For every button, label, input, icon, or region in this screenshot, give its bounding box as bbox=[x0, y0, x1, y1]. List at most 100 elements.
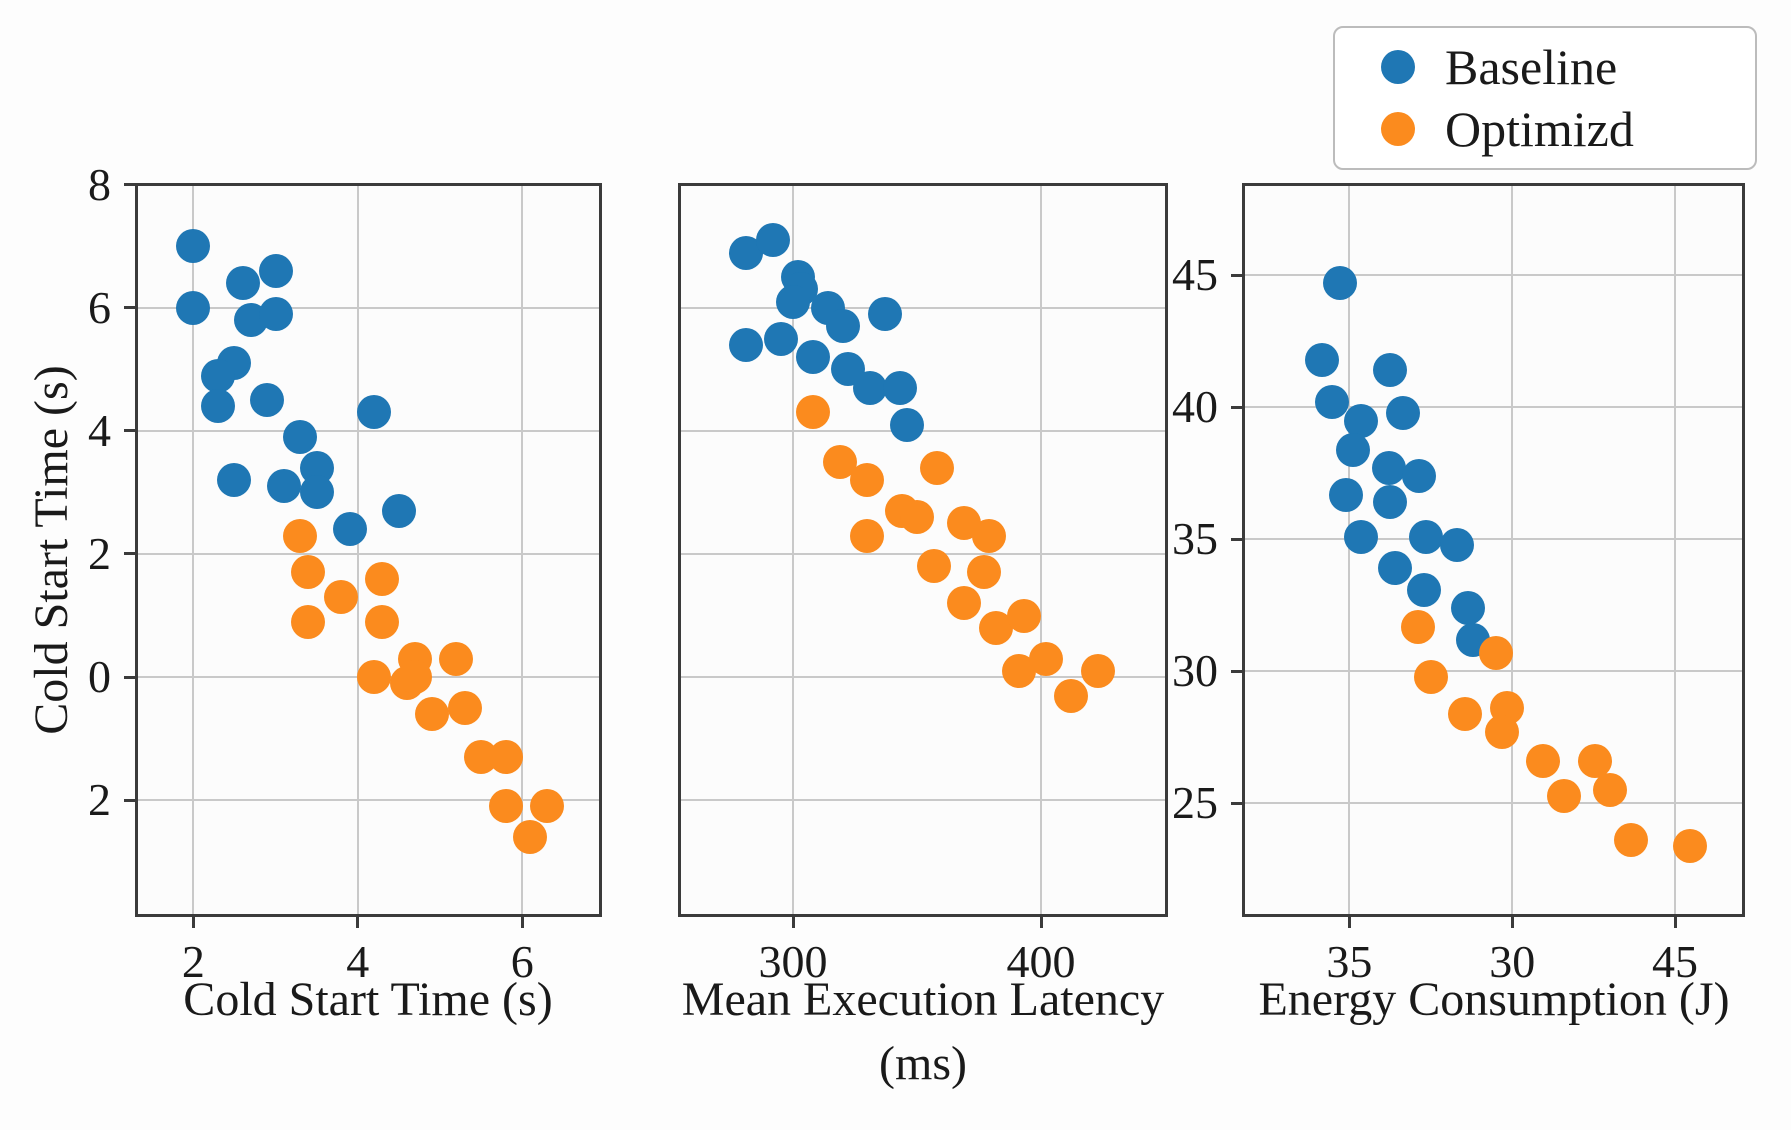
y-tick-label: 2 bbox=[88, 774, 111, 826]
x-gridline bbox=[1040, 186, 1043, 914]
subplot-latency bbox=[678, 183, 1168, 917]
legend: Baseline Optimizd bbox=[1333, 26, 1757, 170]
data-point-optimizd bbox=[1006, 598, 1041, 633]
y-gridline bbox=[681, 429, 1165, 432]
x-tick-mark bbox=[1347, 917, 1351, 928]
data-point-baseline bbox=[852, 370, 887, 405]
y-tick-label: 25 bbox=[1172, 777, 1218, 829]
data-point-optimizd bbox=[488, 789, 523, 824]
data-point-optimizd bbox=[291, 604, 326, 639]
y-tick-mark bbox=[124, 429, 135, 433]
data-point-baseline bbox=[258, 253, 293, 288]
y-gridline bbox=[138, 429, 599, 432]
data-point-baseline bbox=[1386, 395, 1421, 430]
y-tick-label: 40 bbox=[1172, 381, 1218, 433]
data-point-optimizd bbox=[850, 518, 885, 553]
y-gridline bbox=[1245, 670, 1742, 673]
data-point-optimizd bbox=[1485, 715, 1520, 750]
data-point-baseline bbox=[756, 223, 791, 258]
y-tick-label: 2 bbox=[88, 527, 111, 579]
data-point-optimizd bbox=[1081, 653, 1116, 688]
data-point-baseline bbox=[201, 358, 236, 393]
data-point-baseline bbox=[225, 266, 260, 301]
x-tick-label: 45 bbox=[1652, 936, 1698, 987]
data-point-baseline bbox=[763, 321, 798, 356]
x-axis-label-latency: Mean Execution Latency bbox=[681, 973, 1165, 1026]
y-tick-mark bbox=[1231, 669, 1242, 673]
data-point-optimizd bbox=[850, 463, 885, 498]
y-gridline bbox=[138, 552, 599, 555]
x-axis-label-energy: Energy Consumption (J) bbox=[1258, 973, 1730, 1026]
data-point-baseline bbox=[266, 469, 301, 504]
x-tick-mark bbox=[791, 917, 795, 928]
data-point-optimizd bbox=[947, 586, 982, 621]
data-point-optimizd bbox=[1592, 773, 1627, 808]
y-tick-label: 8 bbox=[88, 158, 111, 210]
data-point-baseline bbox=[217, 463, 252, 498]
x-tick-mark bbox=[191, 917, 195, 928]
data-point-baseline bbox=[776, 284, 811, 319]
data-point-baseline bbox=[882, 370, 917, 405]
x-gridline bbox=[356, 186, 359, 914]
data-point-optimizd bbox=[488, 740, 523, 775]
x-tick-label: 2 bbox=[181, 936, 205, 987]
y-tick-mark bbox=[124, 306, 135, 310]
data-point-optimizd bbox=[1448, 696, 1482, 731]
y-tick-mark bbox=[124, 675, 135, 679]
data-point-baseline bbox=[283, 420, 318, 455]
x-gridline bbox=[1511, 186, 1514, 914]
y-gridline bbox=[1245, 538, 1742, 541]
data-point-optimizd bbox=[917, 549, 952, 584]
data-point-optimizd bbox=[1672, 828, 1707, 863]
data-point-optimizd bbox=[1400, 609, 1435, 644]
x-tick-mark bbox=[1039, 917, 1043, 928]
data-point-optimizd bbox=[439, 641, 474, 676]
data-point-optimizd bbox=[919, 450, 954, 485]
x-tick-label: 300 bbox=[758, 936, 828, 987]
data-point-optimizd bbox=[513, 820, 548, 855]
data-point-baseline bbox=[250, 383, 285, 418]
data-point-baseline bbox=[1335, 432, 1370, 467]
data-point-optimizd bbox=[1578, 744, 1613, 779]
baseline-marker-icon bbox=[1381, 50, 1415, 84]
y-tick-label: 30 bbox=[1172, 645, 1218, 697]
data-point-optimizd bbox=[283, 518, 318, 553]
data-point-baseline bbox=[381, 493, 416, 528]
data-point-baseline bbox=[201, 389, 236, 424]
data-point-baseline bbox=[1322, 266, 1357, 301]
data-point-baseline bbox=[1329, 477, 1364, 512]
y-tick-mark bbox=[1231, 273, 1242, 277]
y-gridline bbox=[1245, 274, 1742, 277]
y-gridline bbox=[138, 306, 599, 309]
optimizd-marker-icon bbox=[1381, 112, 1415, 146]
data-point-baseline bbox=[1314, 385, 1349, 420]
legend-label-optimizd: Optimizd bbox=[1445, 101, 1634, 157]
data-point-optimizd bbox=[1028, 641, 1063, 676]
y-tick-label: 35 bbox=[1172, 513, 1218, 565]
data-point-baseline bbox=[1402, 459, 1437, 494]
subplot-cold-start bbox=[135, 183, 602, 917]
data-point-optimizd bbox=[398, 660, 433, 695]
x-tick-label: 6 bbox=[510, 936, 534, 987]
y-gridline bbox=[681, 799, 1165, 802]
data-point-baseline bbox=[795, 340, 830, 375]
x-tick-label: 35 bbox=[1326, 936, 1373, 987]
data-point-baseline bbox=[1408, 519, 1443, 554]
x-tick-label: 400 bbox=[1006, 936, 1076, 987]
data-point-optimizd bbox=[900, 500, 935, 535]
data-point-optimizd bbox=[1478, 635, 1513, 670]
data-point-optimizd bbox=[971, 518, 1006, 553]
data-point-baseline bbox=[299, 475, 334, 510]
data-point-baseline bbox=[728, 327, 763, 362]
y-gridline bbox=[681, 676, 1165, 679]
legend-item-optimizd: Optimizd bbox=[1335, 104, 1755, 154]
data-point-baseline bbox=[1304, 342, 1339, 377]
data-point-baseline bbox=[1407, 572, 1442, 607]
data-point-optimizd bbox=[291, 555, 326, 590]
data-point-optimizd bbox=[795, 395, 830, 430]
data-point-baseline bbox=[357, 395, 392, 430]
y-tick-label: 4 bbox=[88, 404, 111, 456]
y-tick-mark bbox=[124, 183, 135, 187]
data-point-optimizd bbox=[1547, 778, 1582, 813]
